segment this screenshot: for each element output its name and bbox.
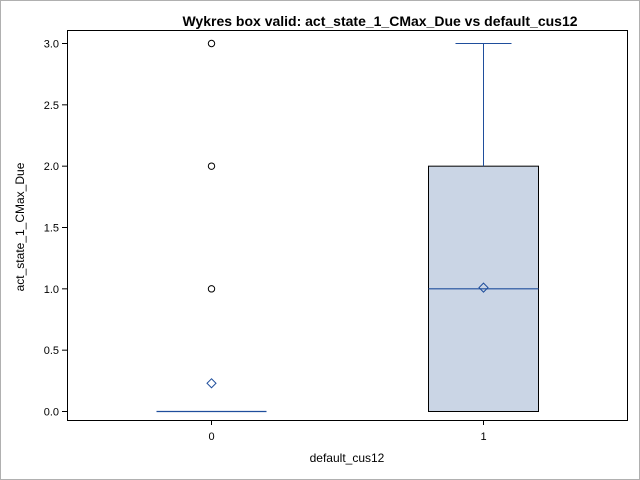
- y-tick-label: 1.5: [44, 223, 59, 235]
- y-tick-label: 2.5: [44, 100, 59, 112]
- outlier-point: [207, 39, 216, 48]
- box-group-0: [156, 39, 267, 413]
- y-axis: 0.0 0.5 1.0 1.5 2.0 2.5 3.0: [44, 39, 67, 419]
- y-tick-label: 0.0: [44, 407, 59, 419]
- boxes: [156, 39, 539, 413]
- y-tick-label: 1.0: [44, 284, 59, 296]
- box-group-1: [428, 43, 539, 412]
- y-axis-label: act_state_1_CMax_Due: [13, 162, 27, 291]
- y-tick-label: 0.5: [44, 345, 59, 357]
- x-axis-label: default_cus12: [310, 451, 385, 465]
- plot-area: [67, 30, 628, 421]
- outlier-point: [207, 285, 216, 293]
- mean-marker: [206, 378, 217, 389]
- y-tick-label: 2.0: [44, 161, 59, 173]
- outlier-point: [207, 162, 216, 170]
- chart-title: Wykres box valid: act_state_1_CMax_Due v…: [182, 13, 577, 29]
- x-tick-label: 1: [480, 431, 486, 443]
- y-tick-label: 3.0: [44, 39, 59, 51]
- x-tick-label: 0: [208, 431, 214, 443]
- mean-marker: [478, 282, 489, 293]
